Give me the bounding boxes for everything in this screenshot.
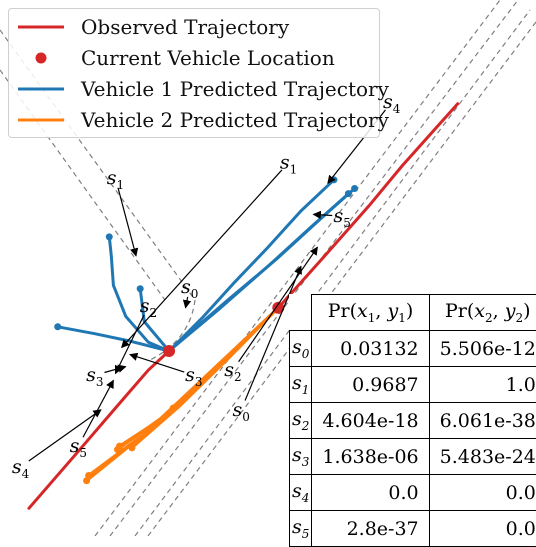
annotation-arrow xyxy=(104,367,125,373)
legend-line-vehicle1 xyxy=(18,81,64,97)
vehicle1-mode-end-s0 xyxy=(330,176,337,183)
table-row: s1 0.9687 1.0 xyxy=(290,367,536,403)
table-cell: 4.604e-18 xyxy=(312,403,429,439)
legend-dot-current xyxy=(18,50,64,66)
row-header: s5 xyxy=(290,511,312,547)
annotation-arrow xyxy=(186,297,188,308)
table-row: s2 4.604e-18 6.061e-38 xyxy=(290,403,536,439)
vehicle1-mode-end-s2 xyxy=(137,285,144,292)
table-row: s4 0.0 0.0 xyxy=(290,475,536,511)
legend-label: Vehicle 1 Predicted Trajectory xyxy=(81,77,389,101)
row-header: s0 xyxy=(290,331,312,367)
annotation-label: s5 xyxy=(334,205,351,230)
legend-line-vehicle2 xyxy=(18,112,64,128)
vehicle1-mode-end-s4 xyxy=(351,185,358,192)
table-row: s0 0.03132 5.506e-12 xyxy=(290,331,536,367)
table-cell: 6.061e-38 xyxy=(429,403,536,439)
annotation-arrow xyxy=(313,214,332,215)
legend-item-observed: Observed Trajectory xyxy=(9,13,379,41)
vehicle1-mode-end-s1 xyxy=(106,233,113,240)
table-header-row: Pr(x1, y1) Pr(x2, y2) xyxy=(290,295,536,331)
legend-line-observed xyxy=(18,19,64,35)
annotation-label: s3 xyxy=(86,364,103,389)
table-cell: 1.0 xyxy=(429,367,536,403)
probability-table: Pr(x1, y1) Pr(x2, y2) s0 0.03132 5.506e-… xyxy=(289,294,536,547)
table-cell: 0.03132 xyxy=(312,331,429,367)
annotation-label: s0 xyxy=(232,399,249,424)
annotation-label: s4 xyxy=(12,456,30,481)
annotation-label: s5 xyxy=(70,435,87,460)
current-location-vehicle2 xyxy=(163,345,175,357)
vehicle2-mode-end-s5 xyxy=(85,472,92,479)
table-cell: 5.483e-24 xyxy=(429,439,536,475)
legend-label: Current Vehicle Location xyxy=(81,46,335,70)
annotation-label: s2 xyxy=(140,295,157,320)
vehicle1-mode-end-s5 xyxy=(345,190,352,197)
legend-item-vehicle2: Vehicle 2 Predicted Trajectory xyxy=(9,106,379,134)
annotation-label: s1 xyxy=(280,152,297,177)
table-cell: 0.9687 xyxy=(312,367,429,403)
column-header-vehicle1: Pr(x1, y1) xyxy=(312,295,429,331)
vehicle1-mode-s1 xyxy=(109,237,169,351)
table-cell: 0.0 xyxy=(429,475,536,511)
vehicle1-mode-end-s3 xyxy=(54,323,61,330)
column-header-vehicle2: Pr(x2, y2) xyxy=(429,295,536,331)
table-cell: 0.0 xyxy=(312,475,429,511)
legend-label: Vehicle 2 Predicted Trajectory xyxy=(81,108,389,132)
row-header: s3 xyxy=(290,439,312,475)
table-cell: 0.0 xyxy=(429,511,536,547)
table-cell: 1.638e-06 xyxy=(312,439,429,475)
table-row: s5 2.8e-37 0.0 xyxy=(290,511,536,547)
legend-item-current: Current Vehicle Location xyxy=(9,44,379,72)
table-cell: 5.506e-12 xyxy=(429,331,536,367)
legend-label: Observed Trajectory xyxy=(81,15,289,39)
annotation-label: s1 xyxy=(107,167,124,192)
table-row: s3 1.638e-06 5.483e-24 xyxy=(290,439,536,475)
row-header: s1 xyxy=(290,367,312,403)
table-cell: 2.8e-37 xyxy=(312,511,429,547)
annotation-label: s3 xyxy=(185,364,202,389)
legend-item-vehicle1: Vehicle 1 Predicted Trajectory xyxy=(9,75,379,103)
annotation-label: s2 xyxy=(224,359,241,384)
annotation-arrow xyxy=(130,354,184,372)
row-header: s2 xyxy=(290,403,312,439)
legend: Observed Trajectory Current Vehicle Loca… xyxy=(8,8,380,138)
table-corner xyxy=(290,295,312,331)
row-header: s4 xyxy=(290,475,312,511)
annotation-arrow xyxy=(118,188,136,256)
